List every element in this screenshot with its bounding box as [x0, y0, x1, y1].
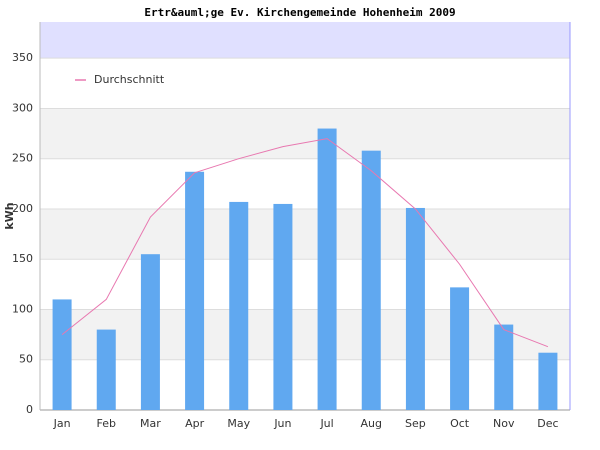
x-tick-label: Jul: [319, 417, 333, 430]
chart-title: Ertr&auml;ge Ev. Kirchengemeinde Hohenhe…: [144, 6, 455, 19]
grid-band: [40, 158, 570, 209]
grid-band: [40, 309, 570, 360]
x-tick-label: Sep: [405, 417, 426, 430]
y-axis-label: kWh: [3, 202, 16, 229]
bar: [185, 171, 205, 410]
bar: [494, 324, 514, 410]
x-tick-label: Jan: [53, 417, 71, 430]
x-tick-label: Nov: [493, 417, 515, 430]
y-tick-label: 50: [19, 353, 33, 366]
y-tick-label: 100: [12, 302, 33, 315]
x-tick-label: May: [227, 417, 250, 430]
grid-band: [40, 259, 570, 310]
x-tick-label: Mar: [140, 417, 161, 430]
bar: [229, 201, 249, 410]
y-tick-label: 0: [26, 403, 33, 416]
y-tick-label: 300: [12, 101, 33, 114]
grid-band: [40, 58, 570, 109]
y-tick-label: 350: [12, 51, 33, 64]
bar: [450, 287, 470, 410]
grid-band: [40, 208, 570, 260]
x-tick-label: Dec: [537, 417, 558, 430]
x-tick-label: Apr: [185, 417, 205, 430]
bar: [538, 352, 558, 410]
y-tick-label: 200: [12, 202, 33, 215]
line: [61, 138, 549, 348]
bar: [52, 299, 72, 410]
bar: [317, 128, 337, 410]
bar: [405, 207, 425, 410]
bar: [96, 329, 116, 410]
x-tick-label: Aug: [361, 417, 382, 430]
bar: [140, 254, 160, 410]
bar: [361, 150, 381, 410]
grid-band: [40, 359, 570, 410]
grid-band: [40, 108, 570, 159]
y-tick-label: 250: [12, 152, 33, 165]
x-tick-label: Jun: [273, 417, 291, 430]
y-tick-label: 150: [12, 252, 33, 265]
legend-label: Durchschnitt: [94, 73, 165, 86]
bar: [273, 203, 293, 410]
x-tick-label: Oct: [450, 417, 470, 430]
x-tick-label: Feb: [97, 417, 116, 430]
